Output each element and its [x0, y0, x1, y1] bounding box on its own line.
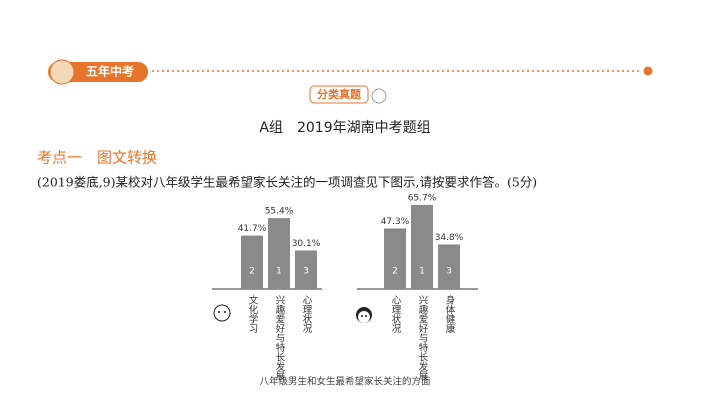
bar [438, 244, 460, 289]
divider-end [643, 66, 653, 76]
category-label: 兴趣爱好与特长发展 [417, 295, 429, 381]
value-label: 41.7% [238, 224, 267, 234]
bar [411, 204, 433, 289]
caption: 八年级男生和女生最希望家长关注的方面 [259, 376, 430, 388]
category-label: 心理状况 [301, 295, 313, 334]
rank-label: 1 [276, 267, 282, 277]
tag-icon [371, 88, 387, 104]
tag-box [309, 85, 369, 104]
category-label: 心理状况 [390, 295, 402, 334]
rank-label: 2 [249, 267, 255, 277]
value-label: 34.8% [435, 233, 464, 243]
bar [384, 228, 406, 289]
boy-icon [213, 304, 231, 322]
badge-icon [49, 59, 75, 85]
tag-text: 分类真题 [317, 87, 362, 101]
bar [268, 218, 290, 289]
bar [241, 235, 263, 289]
group-title: A组 2019年湖南中考题组 [259, 120, 430, 136]
badge-text: 五年中考 [86, 64, 134, 79]
category-label: 文化学习 [247, 294, 259, 334]
bar [295, 250, 317, 289]
value-label: 55.4% [265, 207, 294, 217]
section-title: 考点一 图文转换 [37, 149, 157, 167]
question: (2019娄底,9)某校对八年级学生最希望家长关注的一项调查见下图示,请按要求作… [37, 175, 537, 190]
rank-label: 3 [446, 267, 452, 277]
girl-icon [356, 307, 372, 323]
value-label: 30.1% [292, 239, 321, 249]
category-label: 身体健康 [444, 294, 456, 333]
category-label: 兴趣爱好与特长发展 [274, 295, 286, 381]
value-label: 47.3% [381, 217, 410, 227]
rank-label: 3 [303, 267, 309, 277]
rank-label: 1 [419, 267, 425, 277]
rank-label: 2 [392, 267, 398, 277]
value-label: 65.7% [408, 193, 437, 203]
